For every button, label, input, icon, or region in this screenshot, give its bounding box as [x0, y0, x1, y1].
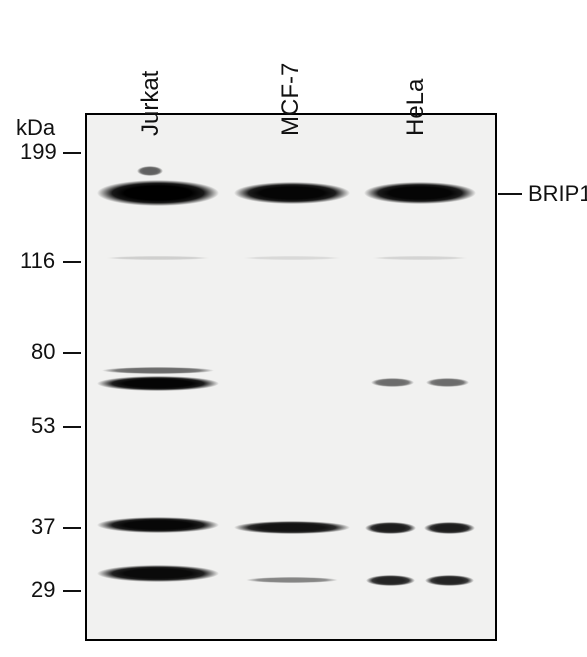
lane-label: MCF-7: [277, 63, 305, 136]
mw-marker-tick: [63, 352, 81, 354]
blot-band: [246, 577, 338, 583]
lane-label: HeLa: [402, 79, 430, 136]
blot-band: [365, 522, 416, 534]
blot-band: [425, 575, 473, 586]
kda-unit-label: kDa: [16, 115, 55, 141]
blot-band: [372, 256, 467, 260]
blot-band: [97, 180, 219, 206]
mw-marker-tick: [63, 152, 81, 154]
blot-band: [97, 565, 219, 582]
target-protein-label: BRIP1: [528, 181, 587, 207]
blot-band: [137, 166, 164, 176]
mw-marker-label: 37: [31, 514, 55, 540]
blot-band: [234, 182, 350, 204]
blot-band: [97, 376, 219, 391]
mw-marker-label: 80: [31, 339, 55, 365]
mw-marker-label: 29: [31, 577, 55, 603]
blot-band: [97, 517, 219, 533]
mw-marker-tick: [63, 527, 81, 529]
blot-band: [364, 182, 476, 204]
blot-band: [366, 575, 414, 586]
target-band-tick: [498, 193, 522, 195]
mw-marker-tick: [63, 590, 81, 592]
mw-marker-tick: [63, 261, 81, 263]
mw-marker-tick: [63, 426, 81, 428]
lane-label: Jurkat: [137, 71, 165, 136]
blot-band: [371, 378, 414, 387]
mw-marker-label: 116: [20, 248, 55, 274]
blot-band: [234, 521, 350, 534]
mw-marker-label: 53: [31, 413, 55, 439]
blot-band: [106, 256, 210, 260]
blot-band: [424, 522, 475, 534]
blot-band: [102, 367, 214, 374]
blot-band: [426, 378, 469, 387]
blot-band: [243, 256, 341, 260]
figure-container: kDa BRIP1 Jurkat MCF-7 HeLa 199 116 80 53 37 29: [0, 0, 587, 657]
mw-marker-label: 199: [20, 139, 57, 165]
